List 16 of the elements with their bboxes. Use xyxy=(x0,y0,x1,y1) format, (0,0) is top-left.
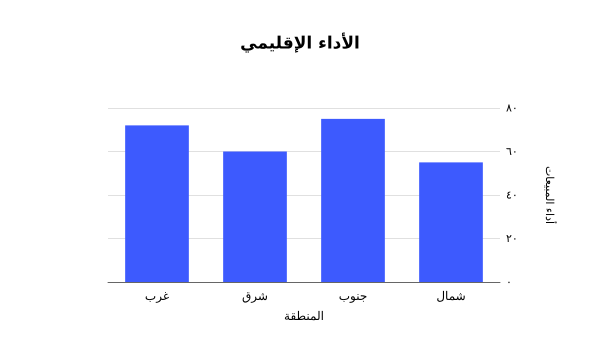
bar xyxy=(125,125,189,282)
y-tick-label: ٠ xyxy=(506,276,512,288)
y-tick-label: ٢٠ xyxy=(506,232,518,245)
x-tick-label: جنوب xyxy=(338,289,368,303)
x-tick-label: غرب xyxy=(144,289,170,303)
y-tick-label: ٦٠ xyxy=(506,145,518,158)
y-tick-label: ٤٠ xyxy=(506,188,518,202)
bar xyxy=(321,118,385,282)
bar xyxy=(419,162,483,282)
x-tick-label: شرق xyxy=(242,289,268,303)
y-tick-label: ٨٠ xyxy=(506,102,518,114)
chart-title: الأداء الإقليمي xyxy=(240,32,360,54)
y-axis-title: أداء المبيعات xyxy=(543,166,557,224)
bar xyxy=(223,152,287,282)
x-tick-label: شمال xyxy=(436,289,466,303)
x-axis-title: المنطقة xyxy=(284,309,324,323)
